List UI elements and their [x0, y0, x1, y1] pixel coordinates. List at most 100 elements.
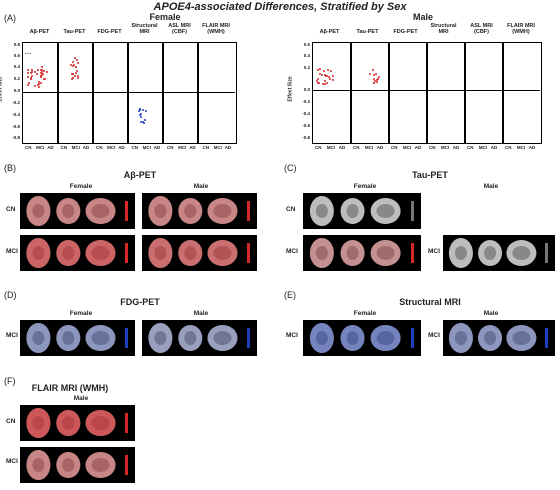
- effect-point: [40, 76, 43, 79]
- brain-b-male-mci: [142, 235, 257, 271]
- effect-point: [40, 69, 43, 72]
- effect-point: [29, 72, 32, 75]
- effect-point: [318, 68, 321, 70]
- effect-overlay: [85, 198, 116, 224]
- effect-point: [26, 72, 29, 75]
- effect-point: [40, 74, 43, 77]
- effect-point: [318, 82, 321, 85]
- figure-title: APOE4-associated Differences, Stratified…: [153, 1, 407, 13]
- male-ylabel: Effect Size: [287, 76, 294, 102]
- effect-overlay: [370, 240, 401, 266]
- panel-b-title: Aβ-PET: [123, 170, 157, 180]
- female-mod-flair: FLAIR MRI (WMH): [202, 23, 230, 35]
- x-group-label: AD: [376, 145, 384, 150]
- panel-c-male: Male: [483, 183, 499, 190]
- effect-point: [373, 74, 376, 77]
- panel-d-female: Female: [69, 310, 93, 317]
- panel-e-row-mci-male: MCI: [428, 332, 440, 339]
- x-group-label: AD: [82, 145, 90, 150]
- effect-point: [325, 74, 328, 77]
- effect-point: [30, 75, 33, 78]
- panel-b-row-cn: CN: [6, 206, 16, 213]
- male-title: Male: [412, 12, 433, 22]
- effect-point: [374, 73, 377, 76]
- effect-overlay: [178, 325, 203, 351]
- effect-overlay: [309, 323, 334, 353]
- panel-e-title: Structural MRI: [399, 297, 461, 307]
- effect-point: [327, 69, 330, 72]
- effect-point: [328, 78, 331, 81]
- effect-overlay: [56, 240, 81, 266]
- effect-overlay: [85, 410, 116, 436]
- brain-b-female-mci: [20, 235, 135, 271]
- panel-f-row-cn: CN: [6, 418, 16, 425]
- effect-point: [37, 81, 40, 83]
- x-group-label: MCI: [516, 145, 526, 150]
- female-effect-grid: ● ● ●: [22, 42, 237, 144]
- x-group-label: MCI: [364, 145, 374, 150]
- effect-overlay: [148, 238, 173, 268]
- effect-point: [70, 77, 73, 80]
- colorbar: [411, 328, 414, 348]
- male-mod-fdg: FDG-PET: [393, 29, 418, 35]
- x-group-label: AD: [118, 145, 125, 150]
- effect-point: [36, 84, 39, 87]
- panel-b-female: Female: [69, 183, 93, 190]
- panel-d-male: Male: [193, 310, 209, 317]
- x-group-label: MCI: [326, 145, 336, 150]
- effect-point: [72, 77, 75, 80]
- x-group-label: MCI: [71, 145, 80, 150]
- effect-point: [375, 78, 378, 81]
- colorbar: [411, 201, 414, 221]
- x-group-label: CN: [96, 145, 103, 150]
- effect-point: [74, 56, 77, 59]
- effect-overlay: [26, 408, 51, 438]
- panel-label-d: (D): [4, 290, 17, 300]
- female-ylabel: Effect Size: [0, 76, 4, 102]
- effect-point: [39, 71, 42, 74]
- effect-point: [71, 64, 74, 67]
- effect-point: [376, 78, 379, 81]
- effect-point: [72, 72, 75, 75]
- effect-overlay: [85, 325, 116, 351]
- x-group-label: AD: [490, 145, 498, 150]
- colorbar: [125, 455, 128, 475]
- effect-point: [30, 76, 33, 79]
- panel-label-c: (C): [284, 163, 297, 173]
- panel-c-female: Female: [353, 183, 377, 190]
- effect-point: [77, 74, 80, 77]
- effect-point: [316, 80, 319, 83]
- effect-point: [374, 79, 377, 82]
- female-x-labels: CN MCI AD CN MCI AD CN MCI AD CN MCI AD CN MCI AD CN MCI…: [22, 145, 235, 153]
- effect-overlay: [56, 198, 81, 224]
- effect-point: [138, 113, 141, 116]
- effect-point: [36, 73, 39, 76]
- x-group-label: AD: [338, 145, 346, 150]
- effect-overlay: [148, 196, 173, 226]
- brain-e-male-mci: [443, 320, 555, 356]
- effect-overlay: [26, 450, 51, 480]
- effect-point: [143, 121, 146, 124]
- effect-point: [377, 75, 380, 78]
- panel-c-row-mci: MCI: [286, 248, 298, 255]
- effect-point: [37, 68, 40, 71]
- female-title: Female: [149, 12, 181, 22]
- male-x-labels: CN MCI AD CN MCI AD CN MCI AD CN MCI AD CN MCI AD CN MCI…: [312, 145, 540, 153]
- female-mod-structural: Structural MRI: [131, 23, 158, 35]
- colorbar: [247, 201, 250, 221]
- x-group-label: CN: [25, 145, 32, 150]
- effect-point: [319, 72, 322, 75]
- panel-f-title: FLAIR MRI (WMH): [31, 383, 109, 393]
- effect-point: [144, 110, 147, 113]
- effect-overlay: [26, 238, 51, 268]
- effect-point: [323, 69, 326, 72]
- female-mod-fdg: FDG-PET: [97, 29, 122, 35]
- effect-point: [75, 70, 78, 73]
- x-group-label: AD: [189, 145, 196, 150]
- x-group-label: CN: [467, 145, 474, 150]
- effect-point: [41, 71, 44, 74]
- male-mod-flair: FLAIR MRI (WMH): [507, 23, 535, 35]
- effect-overlay: [309, 238, 334, 268]
- x-group-label: MCI: [402, 145, 412, 150]
